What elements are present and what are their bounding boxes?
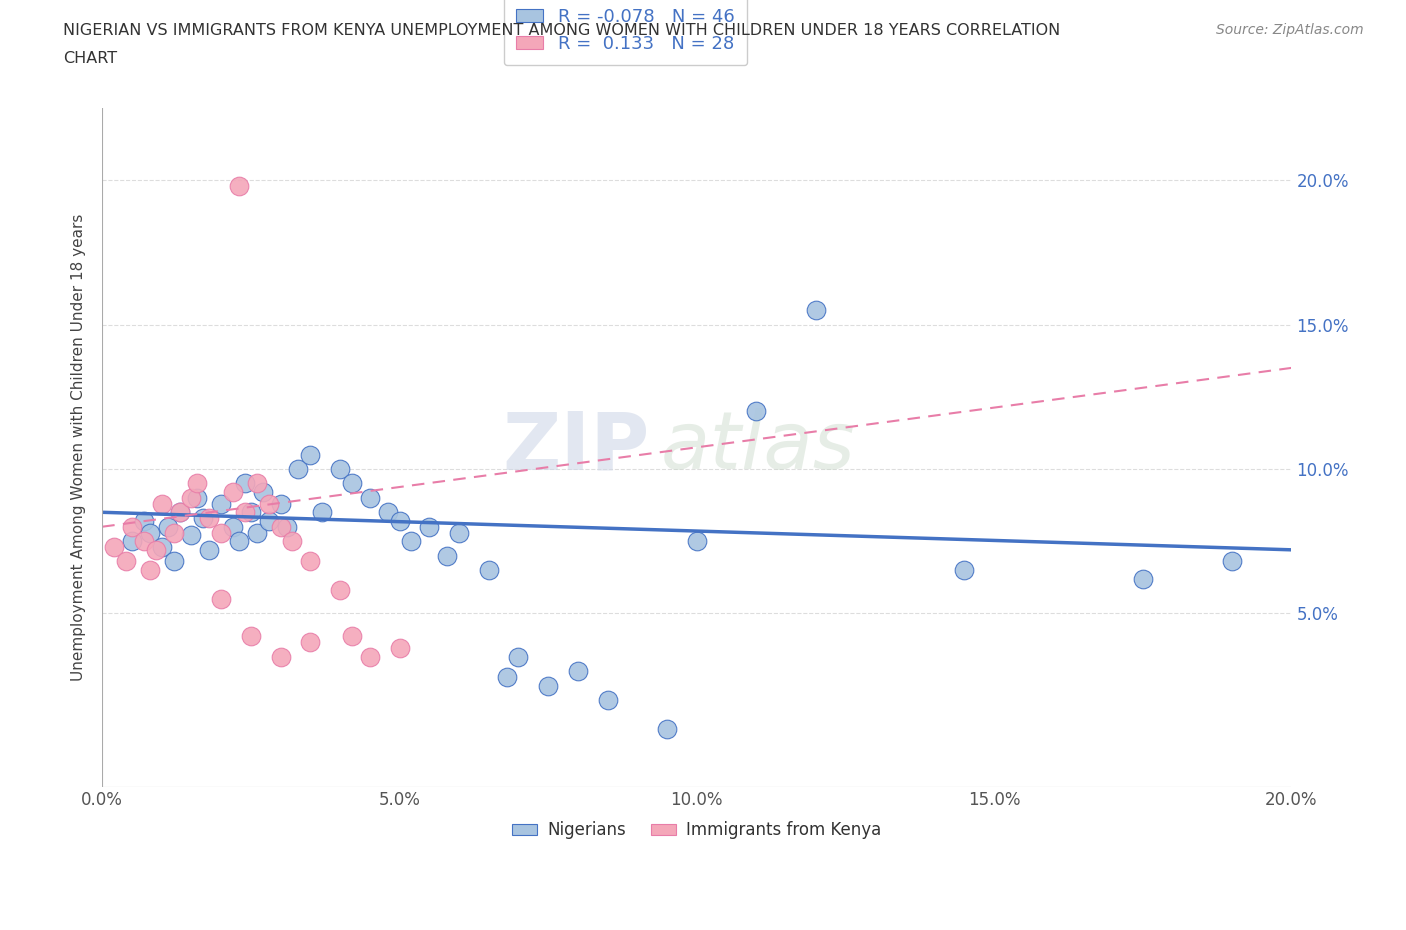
Point <box>299 635 322 650</box>
Point <box>198 542 221 557</box>
Point <box>686 534 709 549</box>
Point <box>246 476 269 491</box>
Point <box>150 497 173 512</box>
Point <box>150 539 173 554</box>
Text: atlas: atlas <box>661 408 856 486</box>
Point <box>655 722 678 737</box>
Point <box>169 505 191 520</box>
Point <box>257 513 280 528</box>
Y-axis label: Unemployment Among Women with Children Under 18 years: Unemployment Among Women with Children U… <box>72 214 86 681</box>
Point <box>329 583 352 598</box>
Point <box>193 511 215 525</box>
Point <box>257 497 280 512</box>
Point <box>132 513 155 528</box>
Text: NIGERIAN VS IMMIGRANTS FROM KENYA UNEMPLOYMENT AMONG WOMEN WITH CHILDREN UNDER 1: NIGERIAN VS IMMIGRANTS FROM KENYA UNEMPL… <box>63 23 1060 38</box>
Point <box>162 554 184 569</box>
Point <box>276 519 298 534</box>
Point <box>1132 571 1154 586</box>
Point <box>233 505 256 520</box>
Point <box>115 554 138 569</box>
Point <box>239 629 262 644</box>
Point <box>180 490 202 505</box>
Point <box>246 525 269 540</box>
Point <box>418 519 440 534</box>
Text: CHART: CHART <box>63 51 117 66</box>
Point <box>388 513 411 528</box>
Point <box>287 461 309 476</box>
Point <box>228 534 250 549</box>
Point <box>299 554 322 569</box>
Text: ZIP: ZIP <box>502 408 650 486</box>
Point <box>299 447 322 462</box>
Point <box>340 476 363 491</box>
Point <box>252 485 274 499</box>
Point <box>508 649 530 664</box>
Point <box>1220 554 1243 569</box>
Point <box>132 534 155 549</box>
Point <box>209 591 232 606</box>
Point <box>209 525 232 540</box>
Point <box>401 534 423 549</box>
Point <box>270 519 292 534</box>
Point <box>162 525 184 540</box>
Point <box>478 563 501 578</box>
Point <box>270 649 292 664</box>
Point <box>233 476 256 491</box>
Point <box>270 497 292 512</box>
Legend: Nigerians, Immigrants from Kenya: Nigerians, Immigrants from Kenya <box>506 815 889 846</box>
Point <box>745 404 768 418</box>
Point <box>537 678 560 693</box>
Point <box>186 476 208 491</box>
Point <box>186 490 208 505</box>
Point <box>377 505 399 520</box>
Point <box>953 563 976 578</box>
Point <box>103 539 125 554</box>
Point <box>329 461 352 476</box>
Point <box>388 641 411 656</box>
Text: Source: ZipAtlas.com: Source: ZipAtlas.com <box>1216 23 1364 37</box>
Point <box>145 542 167 557</box>
Point <box>228 179 250 193</box>
Point <box>169 505 191 520</box>
Point <box>567 664 589 679</box>
Point <box>340 629 363 644</box>
Point <box>239 505 262 520</box>
Point <box>447 525 470 540</box>
Point <box>121 519 143 534</box>
Point <box>139 563 162 578</box>
Point <box>222 485 245 499</box>
Point <box>359 490 381 505</box>
Point <box>311 505 333 520</box>
Point <box>180 528 202 543</box>
Point <box>156 519 179 534</box>
Point <box>139 525 162 540</box>
Point <box>495 670 517 684</box>
Point <box>436 548 458 563</box>
Point <box>359 649 381 664</box>
Point <box>281 534 304 549</box>
Point <box>804 302 827 317</box>
Point <box>222 519 245 534</box>
Point <box>596 693 619 708</box>
Point <box>209 497 232 512</box>
Point <box>121 534 143 549</box>
Point <box>198 511 221 525</box>
